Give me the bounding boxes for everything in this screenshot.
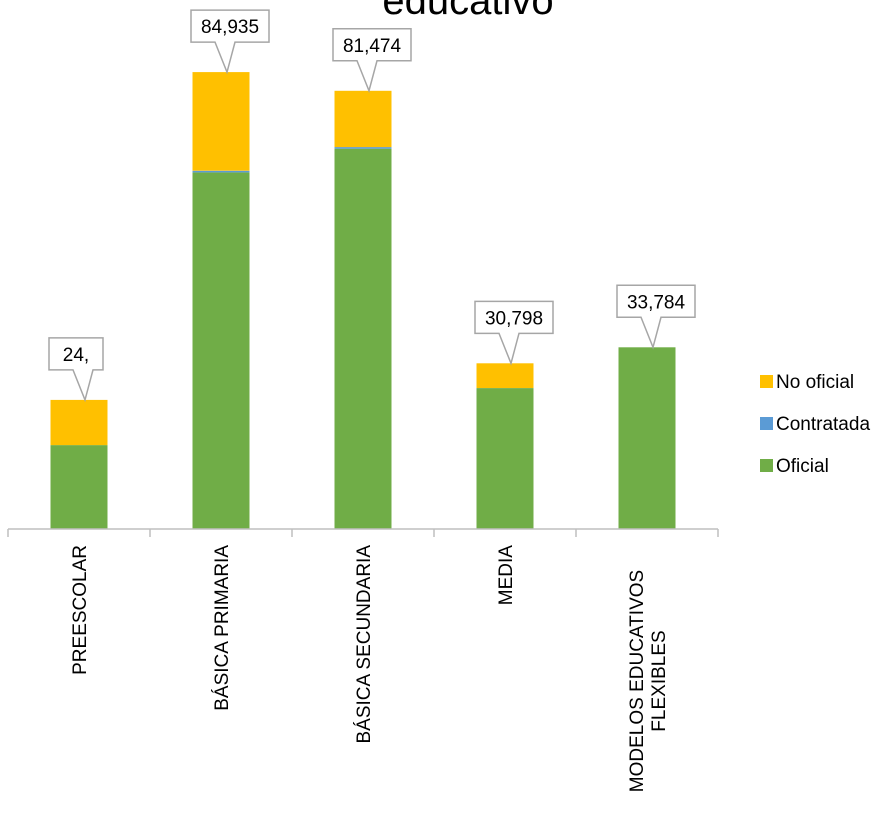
- category-label-5: MODELOS EDUCATIVOS: [627, 570, 648, 792]
- legend: No oficial Contratada Oficial: [760, 372, 870, 477]
- chart-title: educativo: [382, 0, 553, 23]
- bar-oficial-4: [476, 388, 534, 529]
- bar-contratada-2: [192, 170, 250, 173]
- legend-label: Oficial: [776, 456, 829, 477]
- category-label-5: FLEXIBLES: [649, 630, 670, 731]
- data-label-2: 84,935: [190, 9, 270, 75]
- callout-box: [190, 9, 270, 75]
- x-axis: PREESCOLAR BÁSICA PRIMARIA BÁSICA SECUNDAR…: [7, 528, 719, 792]
- legend-swatch: [760, 459, 773, 472]
- legend-item-no-oficial: No oficial: [760, 372, 854, 393]
- bar-no-oficial-1: [50, 399, 108, 446]
- legend-item-contratada: Contratada: [760, 414, 870, 435]
- bar-no-oficial-2: [192, 72, 250, 171]
- data-label-group: 24, 84,935 81,474 30,798 33,784: [48, 9, 696, 403]
- data-label-text: 30,798: [485, 308, 543, 329]
- category-label-2: BÁSICA PRIMARIA: [212, 545, 233, 711]
- data-label-5: 33,784: [616, 284, 696, 350]
- callout-box: [474, 300, 554, 366]
- bar-contratada-3: [334, 147, 392, 149]
- bar-oficial-2: [192, 172, 250, 529]
- legend-item-oficial: Oficial: [760, 456, 829, 477]
- bar-oficial-5: [618, 347, 676, 529]
- bars-group: [50, 72, 676, 529]
- bar-no-oficial-4: [476, 363, 534, 388]
- legend-swatch: [760, 375, 773, 388]
- data-label-text: 33,784: [627, 292, 686, 313]
- data-label-text: 24,: [63, 345, 89, 366]
- legend-label: No oficial: [776, 372, 854, 393]
- legend-label: Contratada: [776, 414, 870, 435]
- data-label-text: 81,474: [343, 36, 402, 57]
- data-label-text: 84,935: [201, 17, 259, 38]
- data-label-3: 81,474: [332, 28, 412, 94]
- callout-box: [332, 28, 412, 94]
- data-label-4: 30,798: [474, 300, 554, 366]
- callout-box: [616, 284, 696, 350]
- category-label-4: MEDIA: [496, 545, 517, 606]
- bar-oficial-1: [50, 445, 108, 529]
- bar-no-oficial-3: [334, 90, 392, 148]
- bar-oficial-3: [334, 148, 392, 529]
- legend-swatch: [760, 417, 773, 430]
- callout-box: [48, 337, 104, 403]
- category-label-3: BÁSICA SECUNDARIA: [354, 545, 375, 744]
- data-label-1: 24,: [48, 337, 104, 403]
- category-label-1: PREESCOLAR: [70, 545, 91, 675]
